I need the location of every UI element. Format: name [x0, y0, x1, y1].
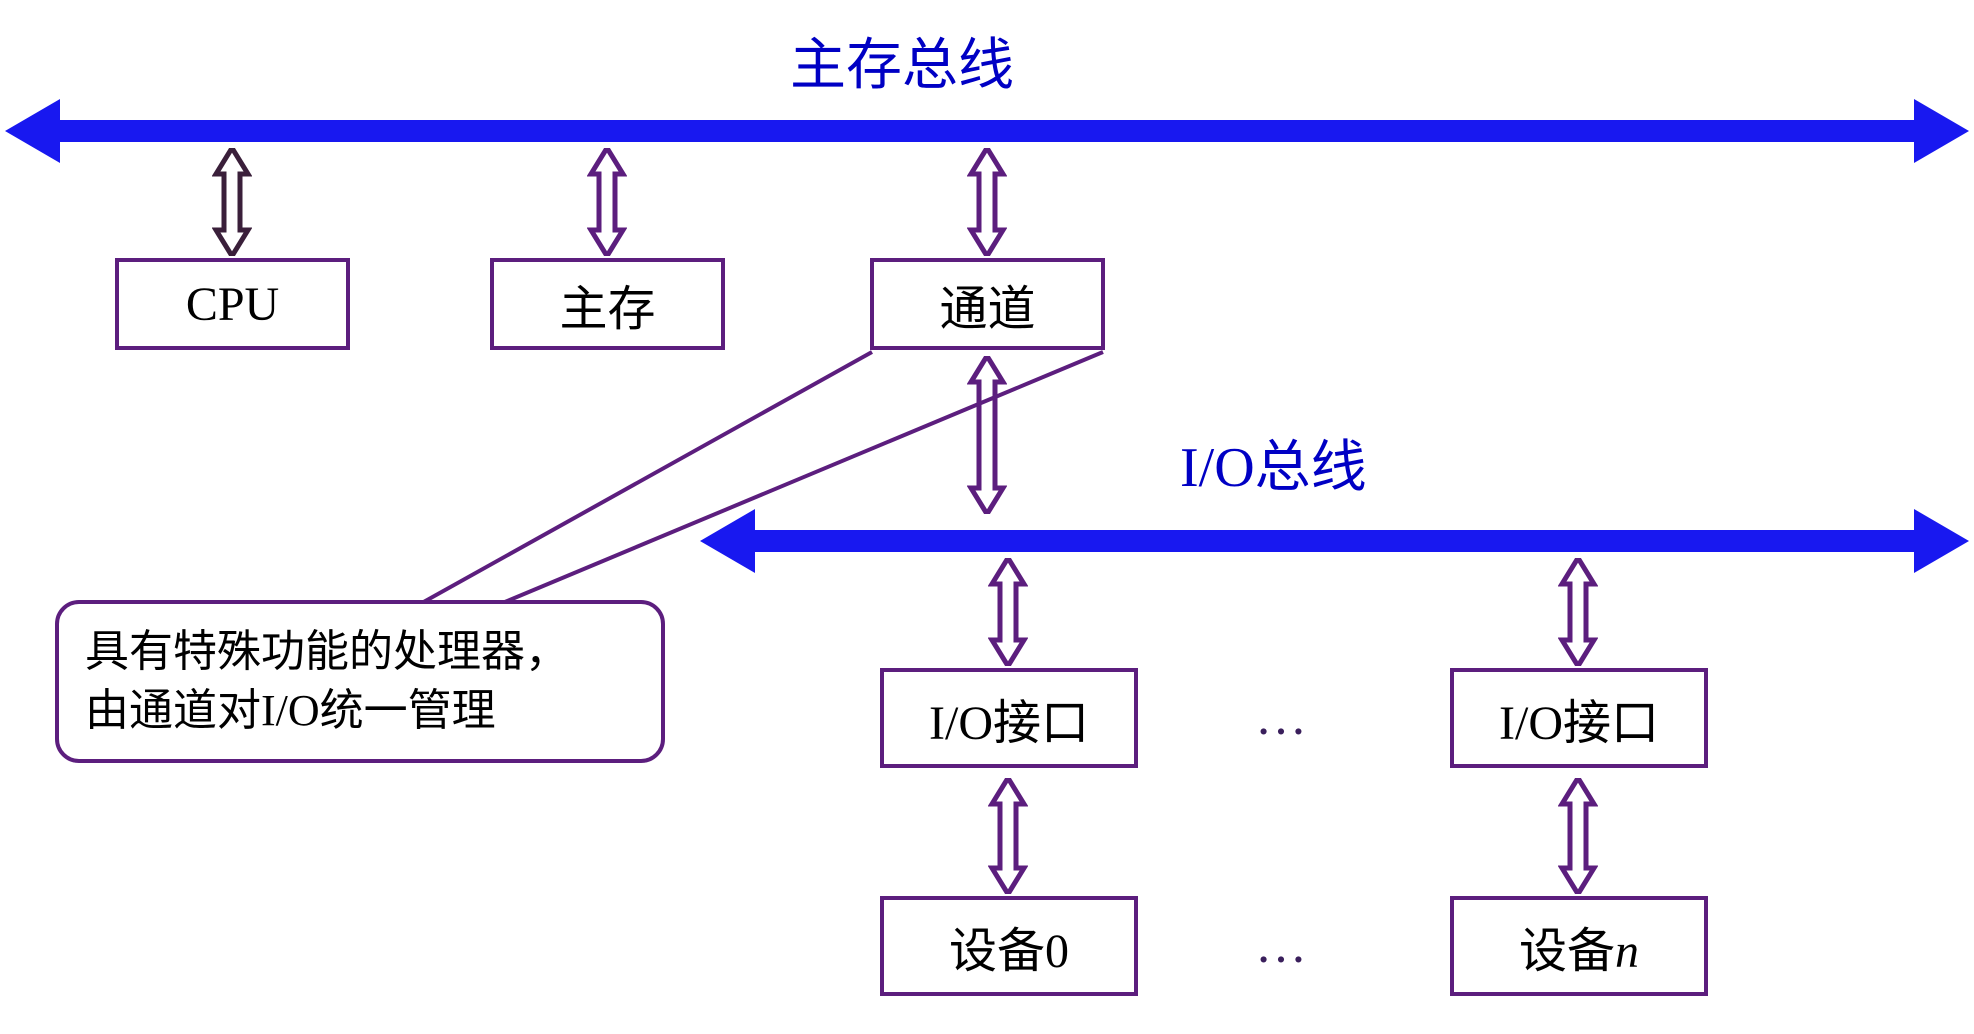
callout-line2: 由通道对I/O统一管理	[85, 681, 635, 740]
ellipsis-devices: …	[1255, 916, 1321, 975]
io-bus-line	[745, 530, 1920, 552]
io-interface-0-box: I/O接口	[880, 668, 1138, 768]
cpu-to-bus-arrow-icon	[212, 148, 252, 256]
iobus-to-ifn-arrow-icon	[1558, 558, 1598, 666]
device-0-box: 设备0	[880, 896, 1138, 996]
callout-line1: 具有特殊功能的处理器，	[85, 622, 635, 681]
channel-callout: 具有特殊功能的处理器， 由通道对I/O统一管理	[55, 600, 665, 763]
main-bus-line	[50, 120, 1924, 142]
channel-to-bus-arrow-icon	[967, 148, 1007, 256]
io-bus-arrow-right-icon	[1914, 509, 1969, 573]
iobus-to-if0-arrow-icon	[988, 558, 1028, 666]
channel-to-iobus-arrow-icon	[967, 356, 1007, 514]
io-interface-n-box: I/O接口	[1450, 668, 1708, 768]
if0-to-dev0-arrow-icon	[988, 778, 1028, 894]
cpu-box: CPU	[115, 258, 350, 350]
channel-box: 通道	[870, 258, 1105, 350]
main-bus-title: 主存总线	[790, 20, 1014, 101]
ellipsis-interfaces: …	[1255, 688, 1321, 747]
io-channel-diagram: 主存总线 CPU 主存 通道 I/O总线 I/O接口 … I/O接口	[0, 0, 1974, 1034]
io-bus-title: I/O总线	[1180, 422, 1367, 503]
main-bus-arrow-right-icon	[1914, 99, 1969, 163]
memory-box: 主存	[490, 258, 725, 350]
device-n-box: 设备n	[1450, 896, 1708, 996]
memory-to-bus-arrow-icon	[587, 148, 627, 256]
device-n-label: 设备n	[1519, 911, 1639, 981]
device-0-label: 设备0	[949, 911, 1069, 981]
ifn-to-devn-arrow-icon	[1558, 778, 1598, 894]
